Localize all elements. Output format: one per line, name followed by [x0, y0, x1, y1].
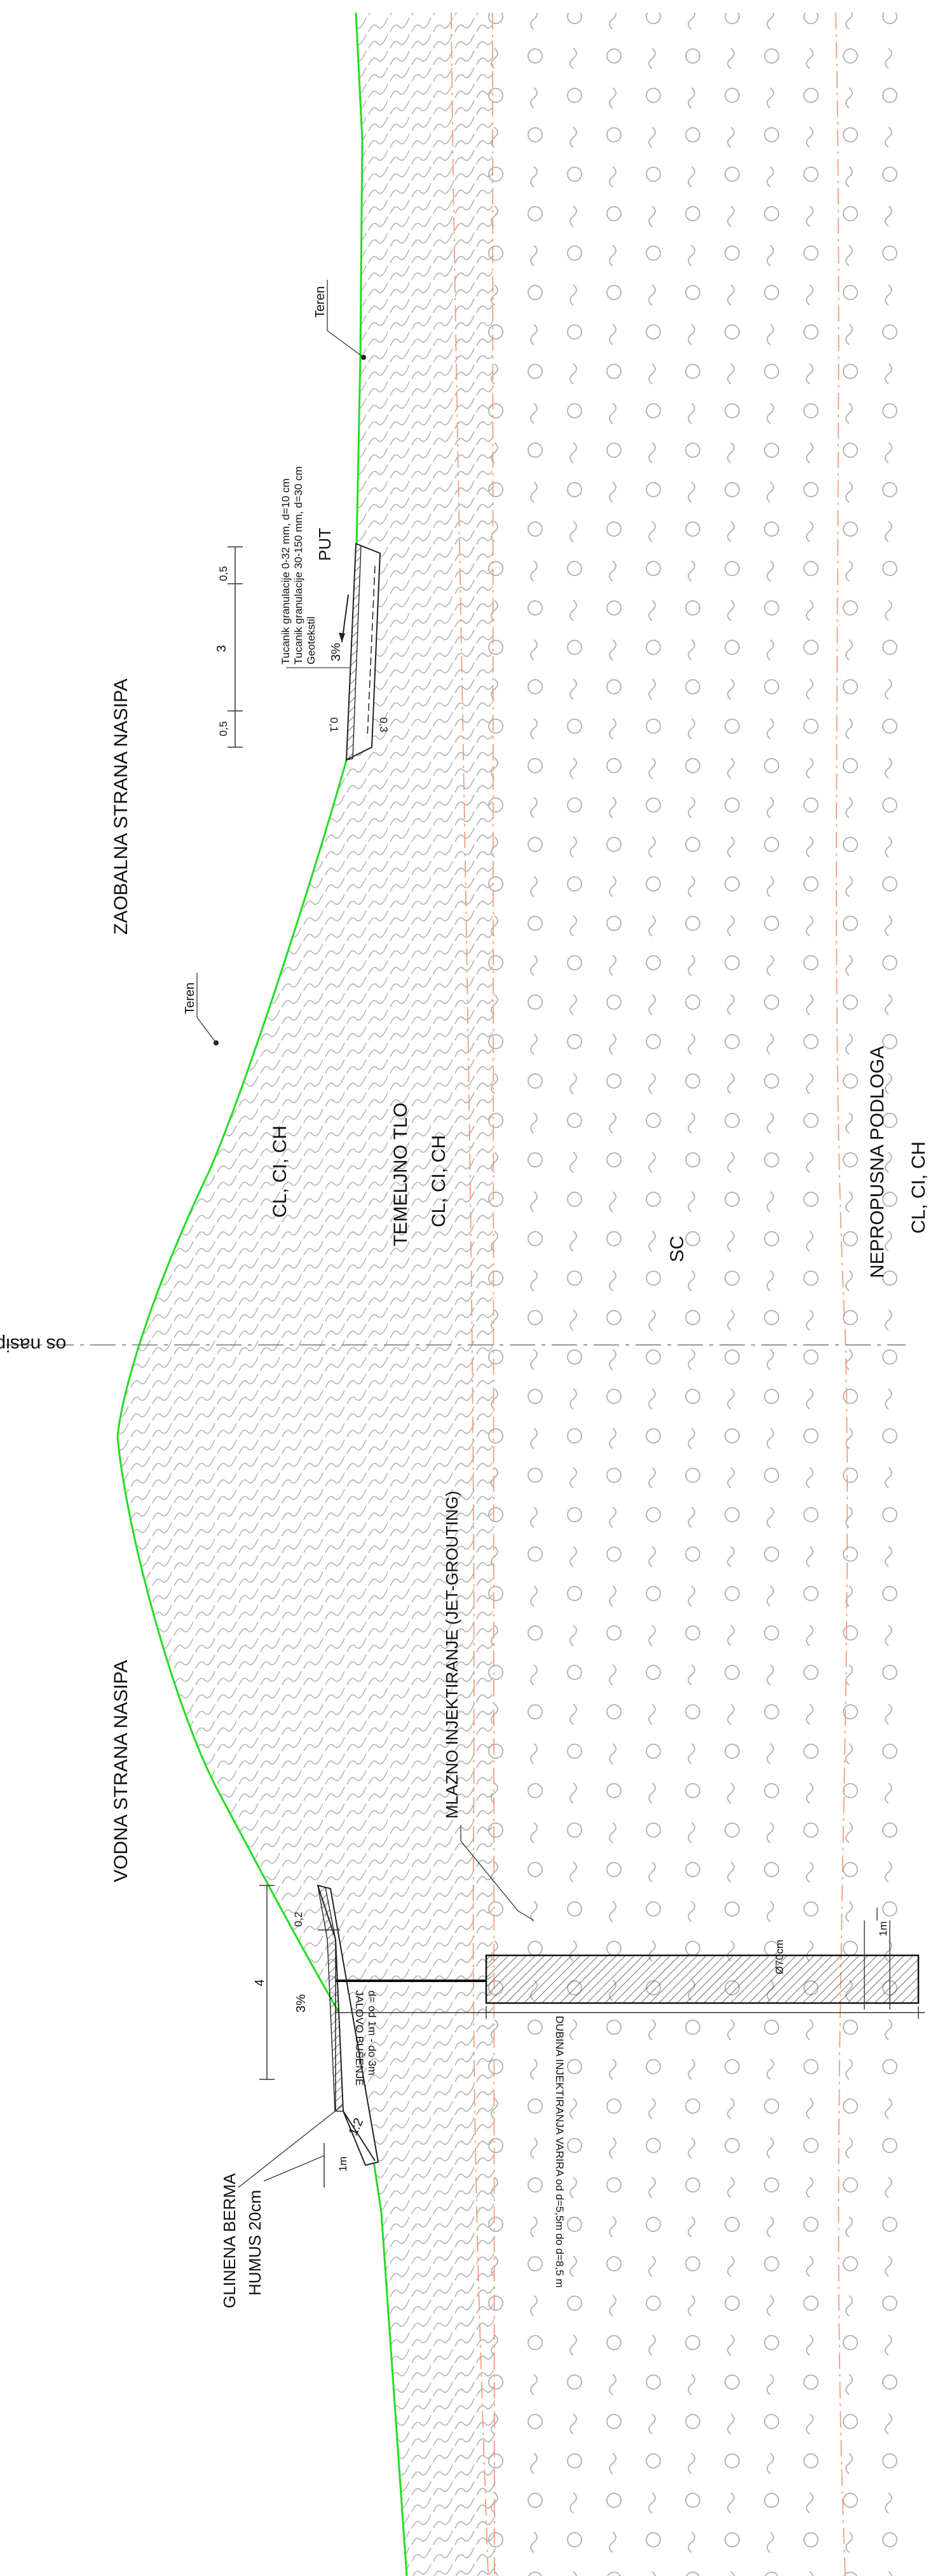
berm-label-humus: HUMUS 20cm — [245, 2190, 264, 2296]
sc-layer — [483, 13, 836, 2576]
road-thickness-top: 0,1 — [328, 717, 340, 733]
berm-width: 4 — [253, 1979, 267, 1986]
berm-offset: 1m — [337, 2156, 349, 2172]
sc-boundary — [492, 12, 495, 2576]
clay-berm — [317, 1884, 379, 2166]
berm-slope: 3% — [294, 1994, 308, 2013]
impermeable-title: NEPROPUSNA PODLOGA — [867, 1046, 888, 1278]
impermeable-layer — [836, 13, 915, 2576]
impermeable-boundary — [835, 12, 848, 2576]
road-layer-1: Tucanik granulacije 0-32 mm, d=10 cm — [280, 478, 292, 665]
foundation-soil-label: CL, CI, CH — [428, 1135, 449, 1227]
road-dim-left: 0,5 — [217, 566, 229, 581]
berm-thickness: 0,2 — [292, 1911, 304, 1927]
embankment-body — [118, 13, 496, 2576]
side-landside: ZAOBALNA STRANA NASIPA — [111, 678, 132, 935]
svg-text:Teren: Teren — [183, 982, 197, 1014]
road-layer-2: Tucanik granulacije 30-150 mm, d=30 cm — [292, 466, 304, 665]
grouting-label: MLAZNO INJEKTIRANJE (JET-GROUTING) — [442, 1491, 461, 1819]
road-thickness-bottom: 0,3 — [378, 717, 390, 733]
empty-drilling-label: JALOVO BUŠENJE — [353, 1990, 365, 2086]
grouting-depth-note: DUBINA INJEKTIRANJA VARIRA od d=5,5m do … — [554, 2016, 566, 2288]
grouting-diameter: Ø70cm — [773, 1939, 786, 1974]
terrain-line — [116, 12, 408, 2576]
terrain-label-landside: Teren — [313, 280, 366, 360]
road-label: PUT — [315, 528, 334, 561]
grouting-leader — [460, 1825, 535, 1921]
road-slope: 3% — [329, 643, 343, 661]
grouting-toe: 1m — [877, 1921, 889, 1936]
road-dim-width: 3 — [215, 645, 229, 652]
berm-leaders — [238, 2104, 344, 2188]
foundation-title: TEMELJNO TLO — [390, 1103, 411, 1246]
axis-label: os nasipa — [0, 1334, 66, 1355]
berm-label-clay: GLINENA BERMA — [220, 2173, 239, 2308]
road-structure — [339, 542, 381, 761]
grouting-dimension-lines — [335, 1908, 925, 2019]
sc-label: SC — [667, 1236, 688, 1262]
impermeable-soil-label: CL, CI, CH — [908, 1141, 929, 1234]
road-dim-right: 0,5 — [217, 721, 229, 736]
terrain-label-crest: Teren — [183, 973, 219, 1045]
road-dimension-chain — [228, 546, 243, 748]
jet-grouting-column — [485, 1954, 920, 2004]
berm-dimension-chain — [259, 1885, 340, 2187]
embankment-soil-label: CL, CI, CH — [269, 1126, 290, 1218]
empty-drilling-depth: d= od 1m - do 3m — [366, 1990, 378, 2076]
foundation-boundary — [451, 12, 489, 2576]
svg-text:Teren: Teren — [313, 286, 327, 318]
road-layer-3: Geotekstil — [305, 616, 317, 665]
side-waterside: VODNA STRANA NASIPA — [111, 1660, 132, 1882]
